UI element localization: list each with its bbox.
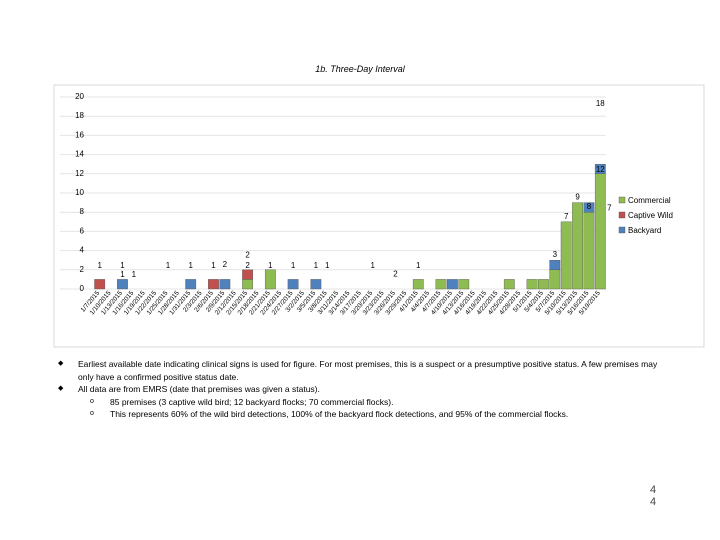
bar-backyard xyxy=(447,279,458,290)
y-tick-label: 20 xyxy=(75,92,84,101)
y-tick-label: 4 xyxy=(80,246,85,255)
note-sub-bullet: This represents 60% of the wild bird det… xyxy=(58,408,658,421)
data-label: 2 xyxy=(245,261,250,270)
data-label: 9 xyxy=(575,193,580,202)
data-label: 1 xyxy=(120,261,125,270)
data-label: 1 xyxy=(211,261,216,270)
y-tick-label: 12 xyxy=(75,169,84,178)
bar-commercial xyxy=(572,202,583,290)
data-label: 1 xyxy=(325,261,330,270)
legend-swatch xyxy=(618,226,626,234)
bar-captive-wild xyxy=(242,269,253,280)
y-tick-label: 16 xyxy=(75,130,84,139)
chart-title: 1b. Three-Day Interval xyxy=(315,64,405,74)
bar-commercial xyxy=(583,211,595,290)
data-label: 1 xyxy=(132,270,137,279)
bar-backyard xyxy=(583,202,595,213)
legend-label: Backyard xyxy=(628,226,661,235)
bar-commercial xyxy=(503,279,515,290)
bar-captive-wild xyxy=(208,279,219,290)
bar-commercial xyxy=(526,279,538,290)
y-tick-label: 14 xyxy=(75,150,84,159)
data-label: 1 xyxy=(416,261,421,270)
note-bullet: Earliest available date indicating clini… xyxy=(58,358,658,383)
bar-commercial xyxy=(264,269,276,290)
data-label: 7 xyxy=(607,203,612,212)
page-number: 44 xyxy=(649,484,657,508)
y-tick-label: 6 xyxy=(80,226,85,235)
bar-backyard xyxy=(594,163,606,174)
bar-commercial xyxy=(458,279,470,290)
y-tick-label: 2 xyxy=(80,265,85,274)
data-label: 2 xyxy=(393,270,398,279)
data-label: 1 xyxy=(314,261,319,270)
data-label: 2 xyxy=(223,260,228,269)
data-label: 1 xyxy=(188,261,193,270)
legend-label: Commercial xyxy=(628,196,671,205)
bar-commercial xyxy=(435,279,447,290)
bar-backyard xyxy=(117,279,128,290)
legend-label: Captive Wild xyxy=(628,211,673,220)
legend-swatch xyxy=(618,196,626,204)
bar-captive-wild xyxy=(94,279,106,290)
plot-frame xyxy=(53,84,705,348)
legend-swatch xyxy=(618,211,626,219)
data-label: 1 xyxy=(268,261,273,270)
data-label: 12 xyxy=(596,165,605,174)
data-label: 1 xyxy=(120,270,125,279)
bar-backyard xyxy=(287,279,299,290)
notes-list: Earliest available date indicating clini… xyxy=(58,358,658,421)
data-label: 3 xyxy=(553,250,558,259)
y-tick-label: 0 xyxy=(80,284,85,293)
data-label: 7 xyxy=(564,212,569,221)
y-tick-label: 10 xyxy=(75,188,84,197)
bar-commercial xyxy=(549,269,561,290)
data-label: 1 xyxy=(291,261,296,270)
y-tick-label: 8 xyxy=(80,207,85,216)
bar-backyard xyxy=(185,279,197,290)
bar-backyard xyxy=(310,279,322,290)
data-label: 18 xyxy=(596,99,605,108)
bar-commercial xyxy=(594,173,606,290)
data-label: 1 xyxy=(166,261,171,270)
data-label: 2 xyxy=(245,250,250,259)
bar-commercial xyxy=(538,279,549,290)
note-sub-bullet: 85 premises (3 captive wild bird; 12 bac… xyxy=(58,396,658,409)
data-label: 1 xyxy=(97,261,102,270)
y-tick-label: 18 xyxy=(75,111,84,120)
bar-backyard xyxy=(219,279,231,290)
chart-area: 024681012141618201/7/20151/10/20151/13/2… xyxy=(53,84,705,348)
bar-commercial xyxy=(412,279,424,290)
data-label: 8 xyxy=(587,202,592,211)
bar-commercial xyxy=(242,279,253,290)
data-label: 1 xyxy=(371,261,376,270)
note-bullet: All data are from EMRS (date that premis… xyxy=(58,383,658,396)
bar-backyard xyxy=(549,260,561,271)
bar-commercial xyxy=(560,221,572,290)
